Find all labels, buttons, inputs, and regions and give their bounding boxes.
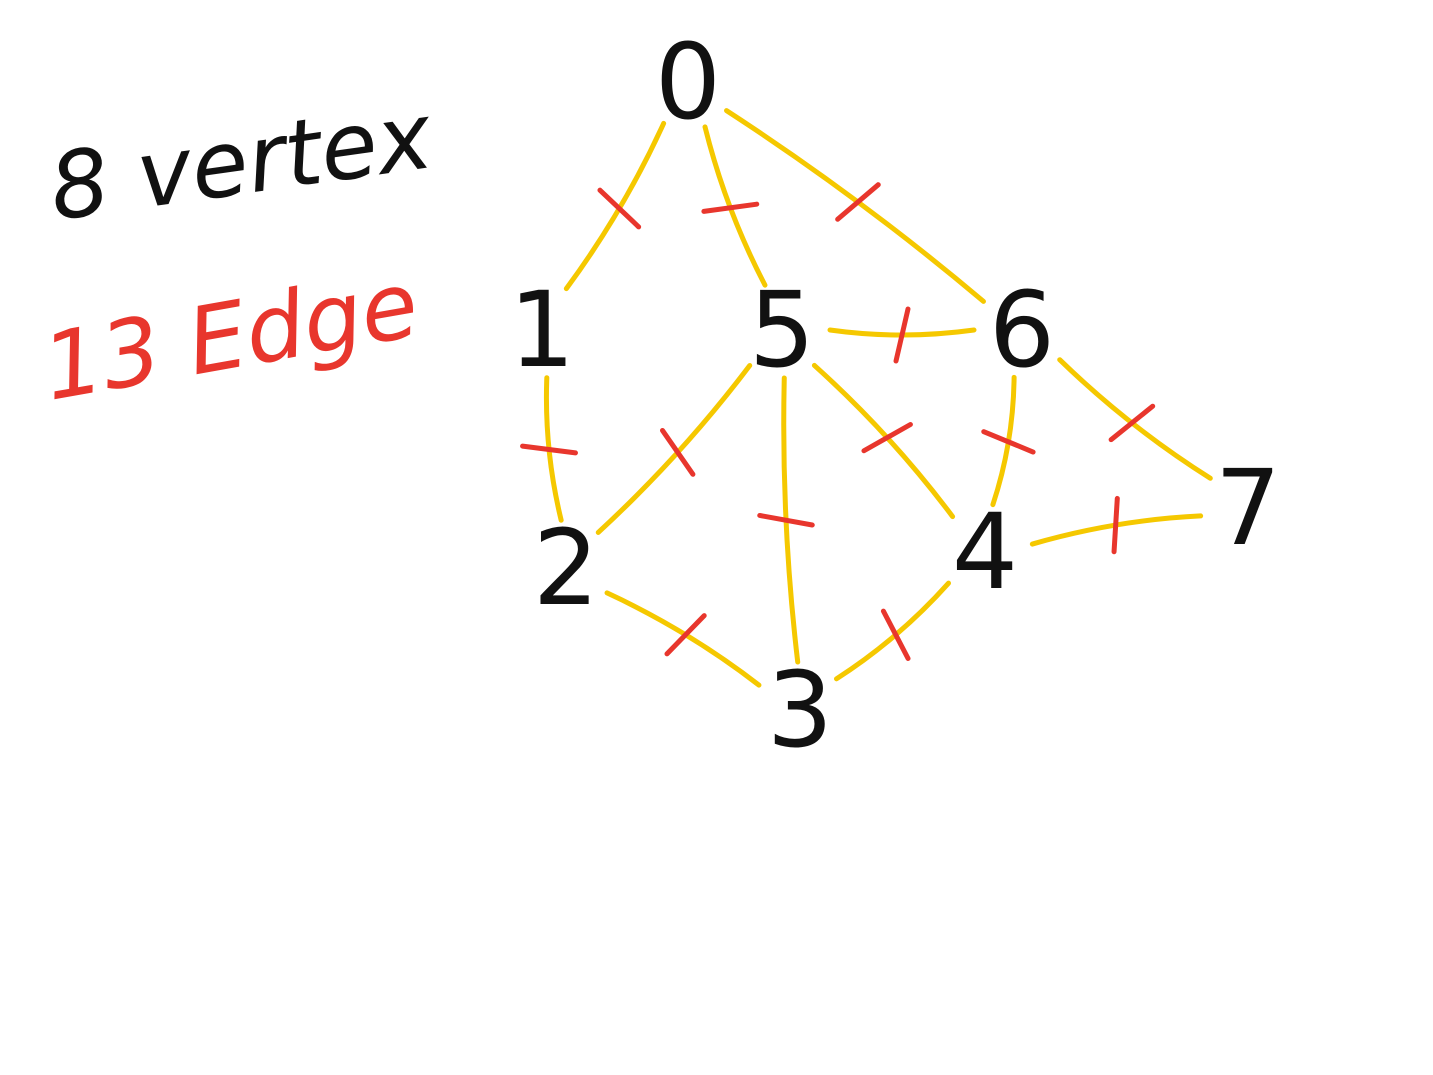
edge-tick-4-7 [1111, 495, 1120, 555]
vertex-7: 7 [1215, 447, 1281, 569]
vertex-6: 6 [989, 269, 1055, 391]
vertex-2: 2 [533, 507, 599, 629]
edge-tick-6-4 [981, 429, 1036, 455]
edge-tick-5-2 [659, 427, 696, 477]
edge-tick-0-6 [835, 182, 881, 222]
vertex-3: 3 [767, 649, 833, 771]
edges-layer [543, 108, 1213, 688]
vertex-0: 0 [655, 21, 721, 143]
edge-tick-6-7 [1108, 403, 1156, 443]
edge-tick-layer [520, 182, 1156, 661]
edge-tick-5-4 [861, 422, 913, 454]
edge-tick-2-3 [664, 613, 707, 657]
vertex-4: 4 [952, 491, 1018, 613]
edge-tick-5-3 [757, 512, 815, 528]
edge-tick-0-1 [597, 187, 642, 230]
vertex-5: 5 [749, 269, 815, 391]
vertex-count-note: 8 vertex [43, 82, 439, 242]
vertex-1: 1 [509, 269, 575, 391]
edge-count-note: 13 Edge [35, 251, 426, 422]
edge-tick-0-5 [701, 201, 760, 214]
edge-tick-1-2 [520, 443, 578, 456]
edge-tick-3-4 [880, 608, 911, 661]
vertices-layer: 0 1 2 34 5 6 7 [509, 21, 1281, 771]
edge-tick-5-6 [893, 306, 911, 364]
